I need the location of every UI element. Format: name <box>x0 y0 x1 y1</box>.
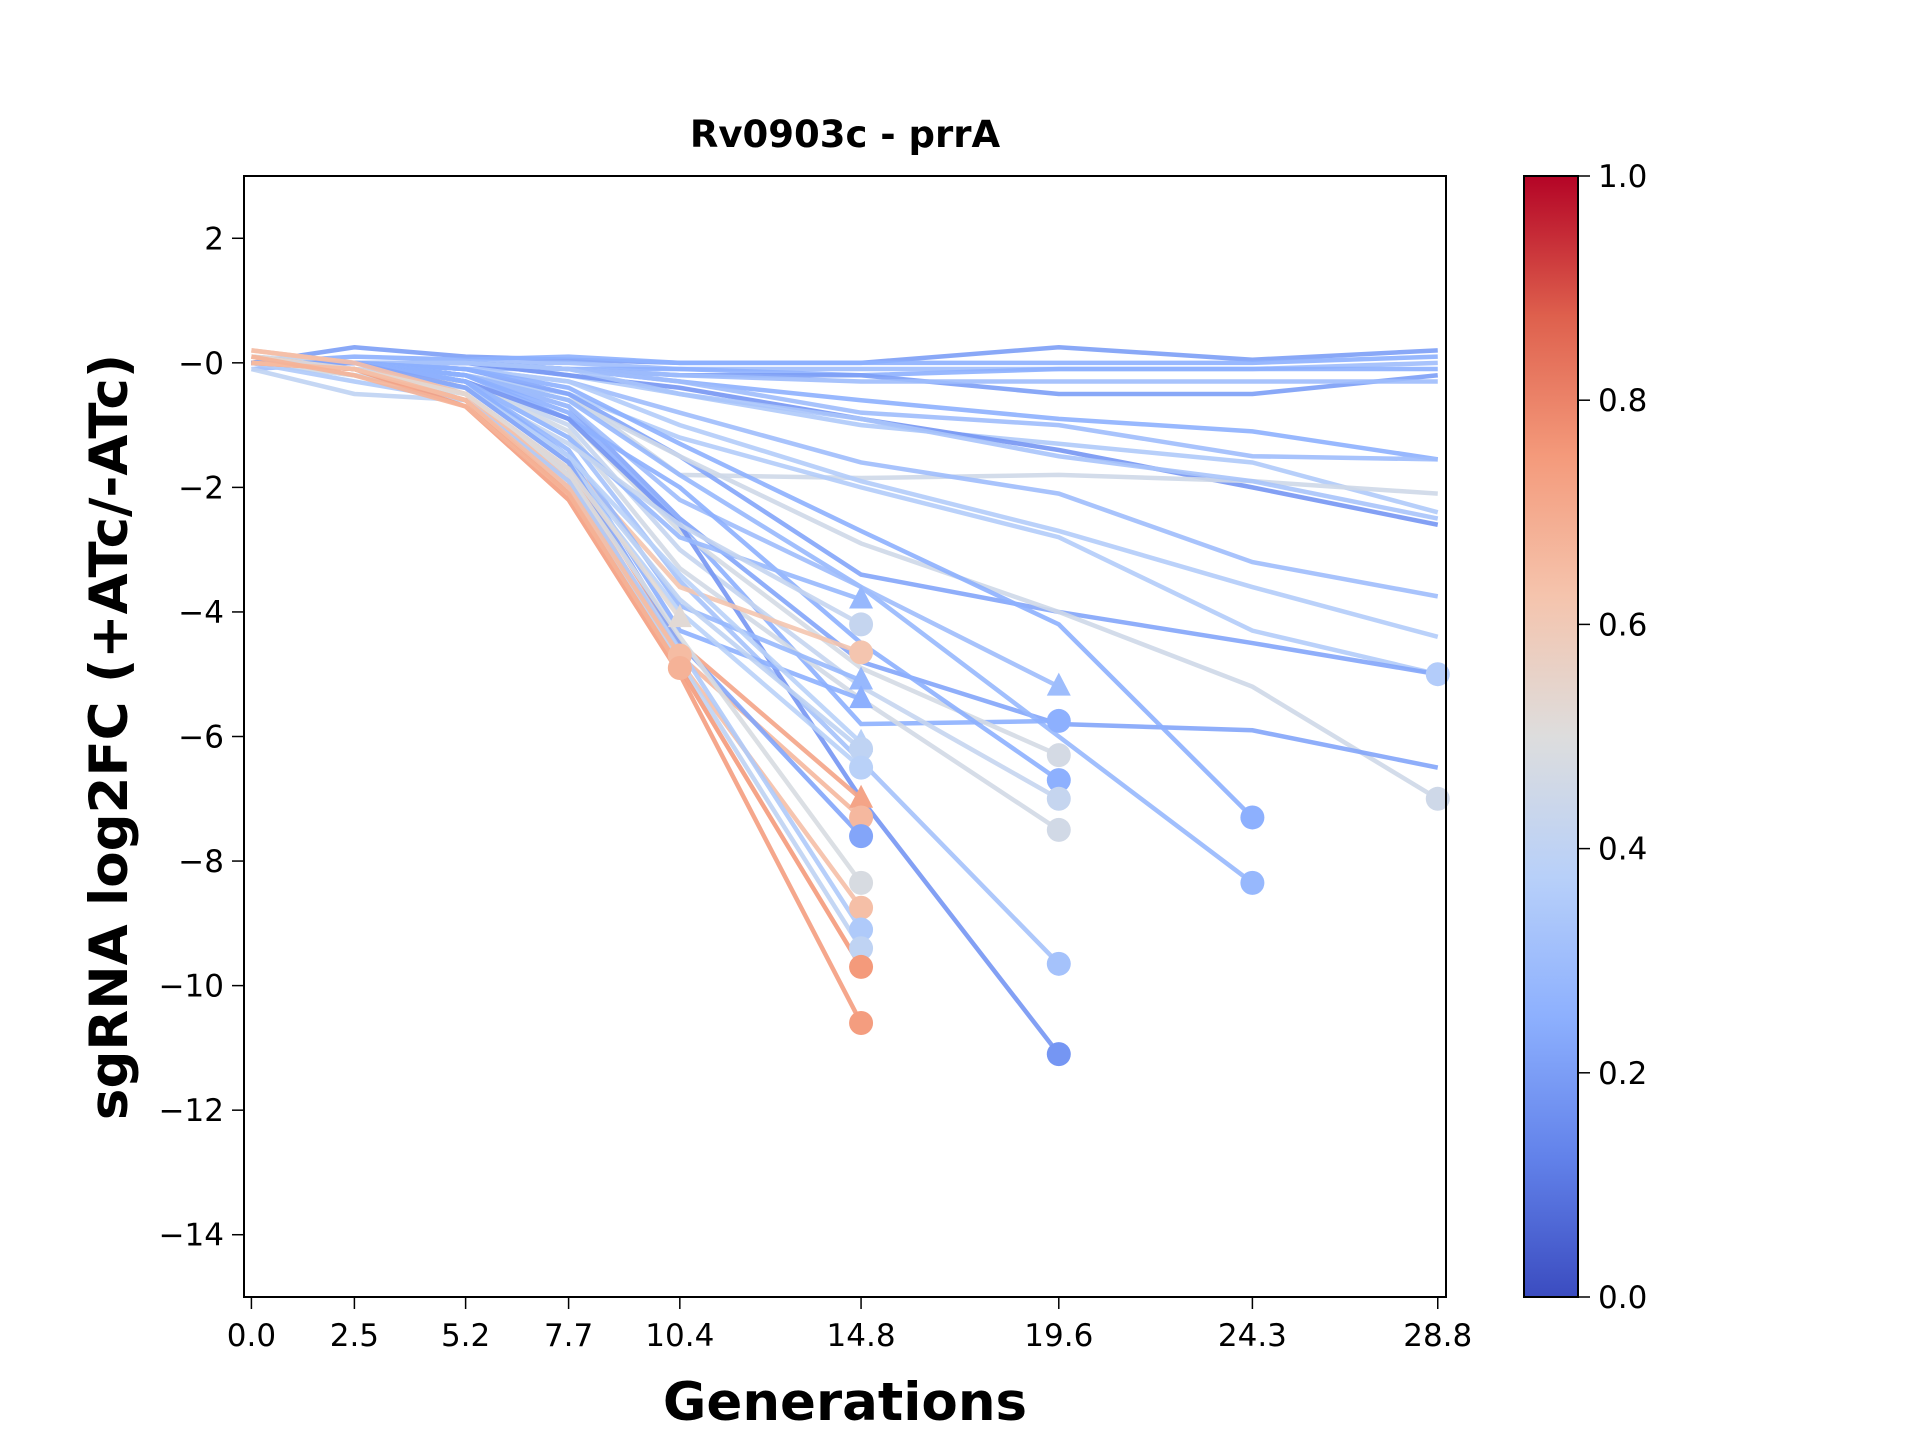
x-tick-label: 19.6 <box>1024 1318 1093 1354</box>
colorbar <box>1523 175 1579 1298</box>
x-tick-label: 28.8 <box>1403 1318 1472 1354</box>
y-tick-label: −14 <box>159 1218 224 1254</box>
y-tick-label: −6 <box>178 720 224 756</box>
series-marker-circle-19 <box>1240 870 1265 895</box>
marker-group <box>667 585 1450 1067</box>
y-tick-label: 2 <box>204 221 224 257</box>
y-tick-label: −4 <box>178 595 224 631</box>
y-axis-label: sgRNA log2FC (+ATc/-ATc) <box>79 354 140 1120</box>
colorbar-tick-label: 0.4 <box>1598 832 1647 868</box>
x-axis-label: Generations <box>663 1372 1027 1433</box>
series-marker-triangle-28 <box>849 585 874 609</box>
colorbar-ticks: 0.0 0.2 0.4 0.6 0.8 1.0 <box>1578 159 1647 1316</box>
y-tick-label: −8 <box>178 844 224 880</box>
series-marker-circle-25 <box>1046 817 1071 842</box>
x-tick-label: 14.8 <box>827 1318 896 1354</box>
series-marker-circle-21 <box>1046 708 1071 733</box>
series-marker-circle-43 <box>849 954 874 979</box>
x-tick-label: 7.7 <box>544 1318 593 1354</box>
series-marker-circle-39 <box>849 870 874 895</box>
series-group <box>250 344 1439 1056</box>
series-marker-circle-36 <box>849 755 874 780</box>
series-marker-circle-41 <box>849 917 874 942</box>
y-tick-label: −10 <box>159 969 224 1005</box>
series-line-41 <box>251 360 863 931</box>
y-tick-label: −12 <box>159 1093 224 1129</box>
chart-title: Rv0903c - prrA <box>690 113 1001 156</box>
series-marker-circle-30 <box>849 640 874 665</box>
colorbar-tick-label: 0.0 <box>1598 1280 1647 1316</box>
series-marker-circle-16 <box>1425 786 1450 811</box>
colorbar-tick-label: 0.8 <box>1598 383 1647 419</box>
series-marker-circle-18 <box>1240 805 1265 830</box>
series-marker-circle-35 <box>849 736 874 761</box>
series-line-26 <box>251 360 1061 966</box>
x-tick-label: 0.0 <box>227 1318 276 1354</box>
series-line-47 <box>251 354 682 670</box>
series-marker-circle-24 <box>1046 786 1071 811</box>
series-marker-circle-27 <box>1046 1042 1071 1067</box>
colorbar-tick-label: 1.0 <box>1598 159 1647 195</box>
series-marker-circle-44 <box>849 1010 874 1035</box>
colorbar-tick-label: 0.2 <box>1598 1056 1647 1092</box>
series-marker-circle-26 <box>1046 951 1071 976</box>
x-tick-label: 2.5 <box>330 1318 379 1354</box>
series-marker-circle-29 <box>849 612 874 637</box>
series-marker-circle-14 <box>1425 662 1450 687</box>
x-axis: 0.0 2.5 5.2 7.7 10.4 14.8 19.6 24.3 28.8 <box>227 1297 1472 1354</box>
series-marker-circle-37 <box>849 805 874 830</box>
colorbar-tick-label: 0.6 <box>1598 607 1647 643</box>
series-marker-triangle-20 <box>1046 672 1071 696</box>
x-tick-label: 24.3 <box>1218 1318 1287 1354</box>
x-tick-label: 5.2 <box>441 1318 490 1354</box>
series-marker-triangle-45 <box>667 604 692 628</box>
series-marker-triangle-32 <box>849 685 874 709</box>
series-marker-triangle-31 <box>849 666 874 690</box>
y-axis: 2 −0 −2 −4 −6 −8 −10 −12 −14 <box>159 221 244 1254</box>
series-marker-circle-42 <box>849 936 874 961</box>
series-marker-circle-22 <box>1046 743 1071 768</box>
series-marker-circle-38 <box>849 824 874 849</box>
x-tick-label: 10.4 <box>645 1318 714 1354</box>
y-tick-label: −2 <box>178 470 224 506</box>
series-line-40 <box>251 348 863 910</box>
series-marker-circle-47 <box>667 655 692 680</box>
series-marker-triangle-34 <box>849 784 874 808</box>
series-marker-circle-40 <box>849 895 874 920</box>
series-line-27 <box>251 360 1061 1056</box>
y-tick-label: −0 <box>178 346 224 382</box>
series-marker-circle-23 <box>1046 768 1071 793</box>
series-line-1 <box>251 354 1438 366</box>
